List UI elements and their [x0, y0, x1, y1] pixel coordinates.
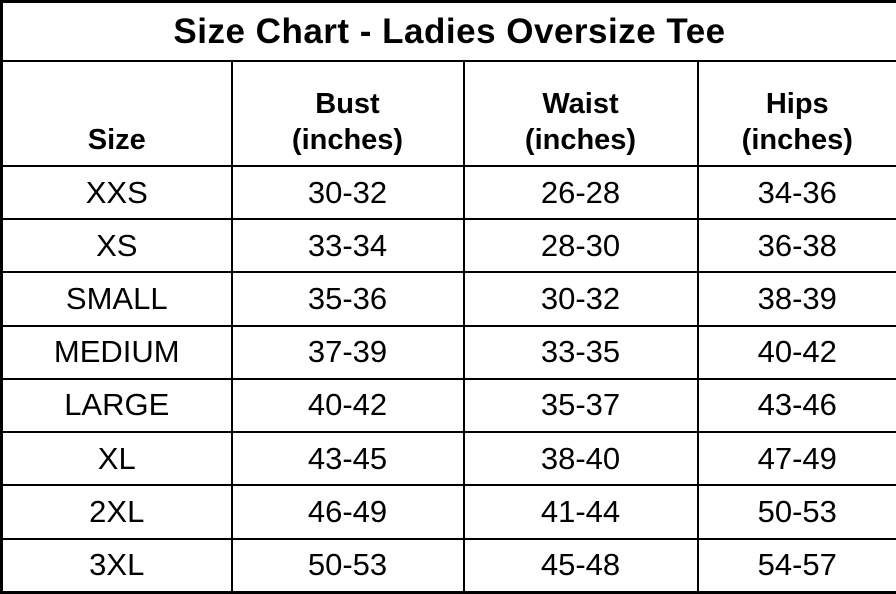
column-header-hips-unit: (inches) — [741, 123, 853, 156]
cell-size: XL — [0, 431, 233, 487]
table-row-3xl: 3XL 50-53 45-48 54-57 — [0, 537, 896, 594]
cell-size: 3XL — [0, 537, 233, 594]
column-header-bust-unit: (inches) — [291, 123, 404, 156]
cell-hips: 50-53 — [696, 484, 896, 540]
table-row-xl: XL 43-45 38-40 47-49 — [0, 431, 896, 487]
column-header-size-label: Size — [87, 123, 146, 156]
column-header-size: Size — [0, 60, 233, 167]
cell-hips: 43-46 — [696, 377, 896, 434]
cell-waist: 41-44 — [462, 484, 699, 540]
cell-waist: 28-30 — [462, 218, 699, 274]
cell-bust: 46-49 — [230, 484, 465, 540]
title-row: Size Chart - Ladies Oversize Tee — [0, 0, 896, 62]
column-header-hips: Hips (inches) — [696, 60, 896, 167]
column-header-waist-unit: (inches) — [524, 123, 637, 156]
cell-bust: 30-32 — [230, 164, 465, 221]
table-row-large: LARGE 40-42 35-37 43-46 — [0, 377, 896, 434]
cell-bust: 40-42 — [230, 377, 465, 434]
cell-hips: 38-39 — [696, 271, 896, 327]
table-row-xs: XS 33-34 28-30 36-38 — [0, 218, 896, 274]
page-title: Size Chart - Ladies Oversize Tee — [0, 0, 896, 62]
cell-size: SMALL — [0, 271, 233, 327]
cell-hips: 40-42 — [696, 324, 896, 380]
column-header-bust: Bust (inches) — [230, 60, 465, 167]
column-header-waist: Waist (inches) — [462, 60, 699, 167]
cell-size: MEDIUM — [0, 324, 233, 380]
table-row-2xl: 2XL 46-49 41-44 50-53 — [0, 484, 896, 540]
cell-waist: 30-32 — [462, 271, 699, 327]
table-row-xxs: XXS 30-32 26-28 34-36 — [0, 164, 896, 221]
cell-waist: 38-40 — [462, 431, 699, 487]
header-row: Size Bust (inches) Waist (inches) Hips (… — [0, 60, 896, 167]
cell-hips: 54-57 — [696, 537, 896, 594]
cell-size: XXS — [0, 164, 233, 221]
cell-waist: 45-48 — [462, 537, 699, 594]
table-row-small: SMALL 35-36 30-32 38-39 — [0, 271, 896, 327]
cell-bust: 35-36 — [230, 271, 465, 327]
cell-hips: 36-38 — [696, 218, 896, 274]
cell-hips: 47-49 — [696, 431, 896, 487]
cell-waist: 33-35 — [462, 324, 699, 380]
cell-hips: 34-36 — [696, 164, 896, 221]
cell-bust: 33-34 — [230, 218, 465, 274]
cell-bust: 50-53 — [230, 537, 465, 594]
cell-waist: 35-37 — [462, 377, 699, 434]
cell-waist: 26-28 — [462, 164, 699, 221]
cell-bust: 37-39 — [230, 324, 465, 380]
column-header-hips-label: Hips — [765, 87, 829, 120]
cell-size: 2XL — [0, 484, 233, 540]
cell-size: LARGE — [0, 377, 233, 434]
column-header-bust-label: Bust — [315, 87, 380, 120]
table-row-medium: MEDIUM 37-39 33-35 40-42 — [0, 324, 896, 380]
cell-size: XS — [0, 218, 233, 274]
column-header-waist-label: Waist — [542, 87, 619, 120]
cell-bust: 43-45 — [230, 431, 465, 487]
